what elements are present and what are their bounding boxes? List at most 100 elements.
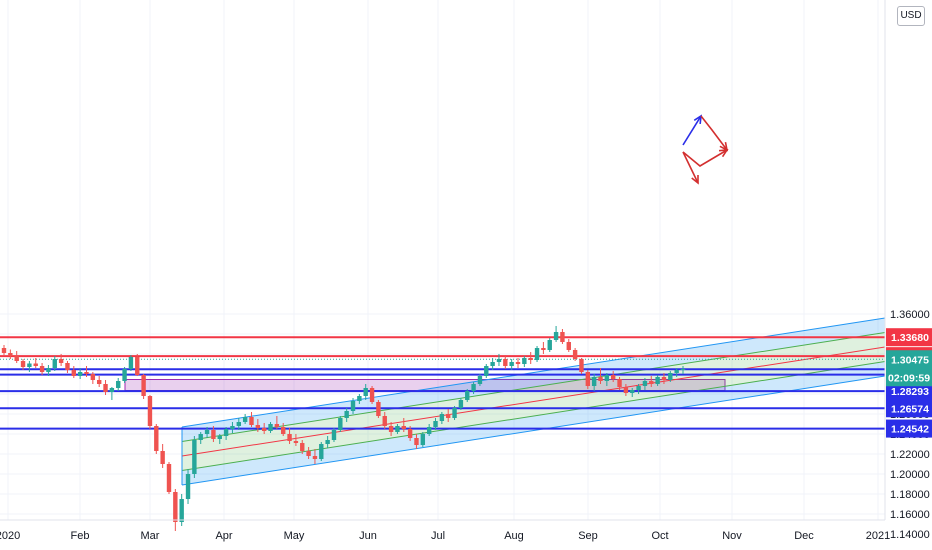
- candle-body: [312, 456, 318, 459]
- candle-body: [173, 492, 178, 522]
- candle-body: [617, 379, 622, 387]
- candle-body: [128, 357, 134, 369]
- candle-body: [230, 426, 235, 429]
- candle-body: [407, 429, 413, 438]
- candle-body: [598, 377, 603, 381]
- candle-body: [560, 332, 565, 342]
- candle-body: [363, 388, 368, 396]
- candle-body: [636, 386, 641, 390]
- candle-body: [623, 387, 629, 393]
- candle-body: [223, 429, 229, 436]
- candle-body: [477, 376, 483, 384]
- candle-body: [642, 381, 648, 386]
- candle-body: [655, 377, 660, 384]
- candle-body: [27, 363, 32, 367]
- candle-body: [553, 332, 559, 340]
- candle-body: [287, 434, 292, 441]
- candle-body: [77, 372, 83, 376]
- candle-body: [433, 421, 438, 427]
- currency-badge[interactable]: USD: [897, 6, 925, 26]
- regression-channel: [181, 317, 886, 486]
- time-tick-label: Aug: [504, 530, 524, 542]
- candle-body: [401, 426, 406, 429]
- candle-body: [160, 451, 165, 464]
- horizontal-levels: [0, 336, 885, 430]
- candle-body: [344, 411, 349, 418]
- candle-body: [46, 368, 51, 372]
- candle-body: [141, 375, 146, 396]
- candle-body: [135, 357, 140, 375]
- candle-body: [268, 424, 273, 431]
- price-tags: 1.336801.317861.304751.299411.282931.265…: [886, 328, 932, 438]
- candle-body: [388, 426, 394, 432]
- candle-body: [426, 427, 432, 434]
- candle-body: [630, 390, 635, 393]
- price-tick-label: 1.16000: [890, 509, 930, 521]
- candle-body: [109, 388, 115, 392]
- candle-body: [293, 441, 299, 443]
- price-tag: [886, 419, 932, 438]
- price-tag: [886, 382, 932, 401]
- channel-lower-band: [182, 361, 885, 485]
- candle-body: [610, 375, 616, 379]
- channel-upper-band: [182, 318, 885, 442]
- price-tag-label: 1.24542: [891, 424, 929, 436]
- candle-body: [274, 424, 280, 427]
- down-arrow-lower-head: [691, 174, 699, 185]
- price-tag: [886, 399, 932, 418]
- time-axis[interactable]: 2020 Feb Mar Apr May Jun Jul Aug Sep Oct Nov Dec 202…: [0, 530, 890, 542]
- current-price-tag: [886, 350, 932, 387]
- candle-body: [661, 377, 667, 380]
- candle-body: [331, 430, 337, 440]
- price-tick-label: 1.14000: [890, 529, 930, 541]
- candle-body: [242, 417, 248, 422]
- candle-body: [52, 359, 57, 368]
- candle-body: [649, 381, 654, 384]
- candle-body: [319, 444, 324, 459]
- candle-body: [541, 348, 546, 350]
- candle-body: [217, 436, 222, 439]
- candle-body: [122, 369, 127, 381]
- candle-body: [547, 340, 552, 350]
- candle-body: [65, 363, 70, 370]
- candle-body: [39, 366, 45, 372]
- candle-body: [255, 425, 261, 428]
- countdown-label: 02:09:59: [888, 372, 930, 384]
- candle-body: [674, 370, 679, 373]
- candle-body: [71, 370, 77, 376]
- grid-lines: [0, 0, 885, 520]
- candle-body: [680, 369, 686, 370]
- candle-body: [471, 384, 476, 391]
- channel-quarter-line: [181, 332, 886, 442]
- candle-body: [534, 348, 540, 360]
- channel-quarter-line: [181, 361, 886, 471]
- candle-body: [58, 359, 64, 363]
- projection-arrows: [682, 114, 729, 185]
- candle-body: [515, 362, 521, 364]
- candle-body: [261, 428, 267, 431]
- candle-body: [116, 381, 121, 388]
- price-tick-label: 1.18000: [890, 489, 930, 501]
- time-tick-label: May: [284, 530, 305, 542]
- candle-body: [338, 418, 343, 430]
- time-tick-label: Dec: [794, 530, 814, 542]
- time-tick-label: Mar: [141, 530, 160, 542]
- candle-body: [204, 430, 210, 434]
- candle-body: [33, 363, 38, 366]
- candle-body: [591, 377, 597, 386]
- time-tick-label: Oct: [651, 530, 668, 542]
- price-tag-label: 1.28293: [891, 386, 929, 398]
- candle-body: [566, 342, 571, 350]
- candle-body: [484, 366, 489, 376]
- price-tick-label: 1.22000: [890, 449, 930, 461]
- candle-body: [509, 362, 514, 366]
- candle-body: [420, 434, 426, 445]
- candle-body: [458, 400, 464, 408]
- candle-body: [1, 348, 7, 353]
- up-arrow: [682, 115, 702, 146]
- candle-body: [369, 388, 375, 402]
- candle-body: [154, 426, 159, 451]
- time-tick-label: Jul: [431, 530, 445, 542]
- candle-body: [281, 427, 286, 434]
